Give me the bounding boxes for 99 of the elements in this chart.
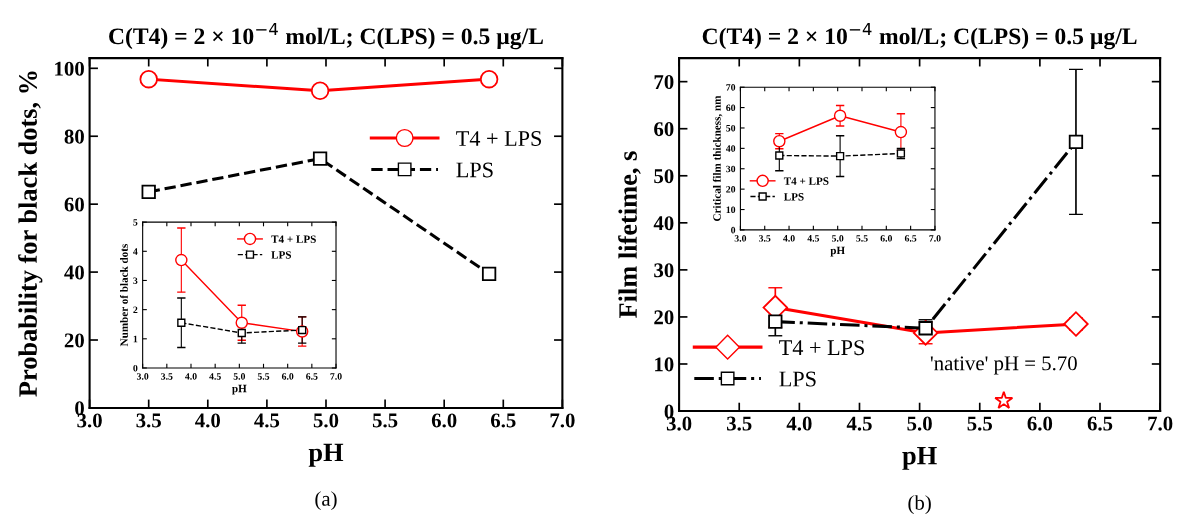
point [835, 151, 845, 161]
y-tick-label: 60 [726, 104, 736, 112]
x-tick-label: 5.0 [907, 416, 932, 431]
text: (a) [315, 491, 337, 511]
y-tick-label: 10 [726, 206, 736, 213]
chart-title: C(T4) = 2 × 10$^{−4}$ mol/L; C(LPS) = 0.5 µg/L [109, 22, 543, 50]
y-tick-label: 4 [133, 248, 138, 255]
y-axis-title: Critical film thickness, nm [712, 95, 723, 221]
y-tick-label: 70 [726, 84, 736, 91]
x-tick-label: 6.5 [1087, 416, 1113, 431]
legend-label: LPS [456, 162, 493, 178]
x-tick-label: 3.5 [161, 373, 173, 380]
x-tick-label: 7.0 [1148, 416, 1173, 431]
y-tick-label: 30 [726, 165, 736, 173]
y-axis-title: Probability for black dots, % [18, 71, 43, 397]
x-tick-label: 5.5 [257, 373, 270, 380]
y-tick-label: 100 [55, 61, 84, 76]
y-tick-label: 80 [64, 129, 84, 144]
legend-label: LPS [271, 251, 292, 259]
x-tick-label: 6.5 [306, 373, 318, 380]
x-tick-label: 6.5 [904, 235, 917, 242]
x-tick-label: 4.0 [783, 235, 795, 242]
y-tick-label: 40 [653, 216, 674, 231]
y-tick-label: 50 [654, 169, 674, 184]
x-tick-label: 7.0 [550, 413, 575, 428]
point [994, 390, 1014, 409]
x-tick-label: 7.0 [330, 373, 342, 380]
y-tick-label: 20 [726, 186, 736, 193]
x-tick-label: 5.0 [831, 235, 844, 242]
y-tick-label: 20 [64, 333, 84, 348]
x-tick-label: 4.0 [195, 413, 221, 428]
x-tick-label: 6.0 [880, 235, 893, 242]
x-tick-label: 5.5 [967, 416, 993, 431]
y-tick-label: 40 [725, 145, 736, 152]
y-tick-label: 3 [133, 277, 138, 284]
chart-title: C(T4) = 2 × 10$^{−4}$ mol/L; C(LPS) = 0.5 µg/L [702, 22, 1137, 50]
y-tick-label: 5 [133, 219, 138, 226]
x-axis-title: pH [232, 384, 247, 395]
point [833, 109, 847, 122]
point [139, 69, 158, 89]
x-tick-label: 4.5 [254, 413, 280, 428]
point [141, 184, 156, 200]
point [235, 316, 249, 330]
x-tick-label: 6.5 [490, 413, 516, 428]
x-tick-label: 5.0 [313, 413, 339, 428]
point [1063, 311, 1089, 337]
legend-label: T4 + LPS [779, 340, 864, 356]
y-tick-label: 60 [654, 122, 674, 137]
y-tick-label: 2 [133, 306, 138, 314]
point [768, 314, 783, 329]
y-axis-title: Number of black dots [119, 244, 128, 347]
point [894, 125, 908, 139]
y-tick-label: 10 [655, 357, 674, 372]
point [775, 151, 784, 160]
point [310, 81, 330, 100]
y-tick-label: 40 [64, 265, 84, 280]
x-tick-label: 3.5 [136, 413, 161, 428]
text: (b) [908, 495, 931, 515]
x-tick-label: 3.0 [734, 235, 747, 242]
point [479, 69, 499, 89]
point [237, 328, 246, 338]
y-tick-label: 70 [654, 75, 674, 90]
x-tick-label: 5.0 [233, 373, 246, 380]
y-tick-label: 30 [654, 263, 674, 278]
point [1068, 134, 1084, 150]
y-tick-label: 60 [64, 197, 84, 212]
x-tick-label: 6.0 [1027, 416, 1053, 431]
legend-label: T4 + LPS [456, 131, 542, 146]
annotation: 'native' pH = 5.70 [930, 356, 1077, 375]
x-tick-label: 4.5 [209, 373, 221, 380]
y-tick-label: 0 [133, 364, 138, 372]
x-tick-label: 5.5 [372, 413, 398, 428]
x-tick-label: 6.0 [431, 413, 457, 428]
legend-label: LPS [779, 371, 816, 387]
legend-label: LPS [783, 193, 804, 201]
legend-label: T4 + LPS [271, 235, 316, 243]
point [312, 151, 328, 166]
y-axis-title: Film lifetime, s [618, 151, 641, 319]
x-tick-label: 4.5 [846, 416, 872, 431]
x-axis-title: pH [902, 446, 937, 470]
point [481, 266, 497, 281]
x-tick-label: 3.0 [136, 373, 149, 380]
legend-label: T4 + LPS [783, 177, 829, 185]
x-tick-label: 4.0 [786, 416, 812, 431]
x-tick-label: 3.5 [727, 416, 752, 431]
x-axis-title: pH [830, 246, 845, 257]
x-tick-label: 7.0 [929, 235, 941, 242]
x-tick-label: 5.5 [856, 235, 868, 242]
x-tick-label: 6.0 [281, 373, 294, 380]
y-tick-label: 20 [654, 310, 674, 325]
point [175, 253, 188, 267]
point [177, 318, 186, 327]
x-axis-title: pH [308, 443, 344, 467]
x-tick-label: 3.5 [759, 235, 771, 242]
x-tick-label: 4.5 [807, 235, 820, 242]
y-tick-label: 50 [726, 124, 736, 132]
y-tick-label: 0 [731, 226, 736, 234]
x-tick-label: 4.0 [185, 373, 197, 380]
y-tick-label: 1 [133, 335, 138, 343]
